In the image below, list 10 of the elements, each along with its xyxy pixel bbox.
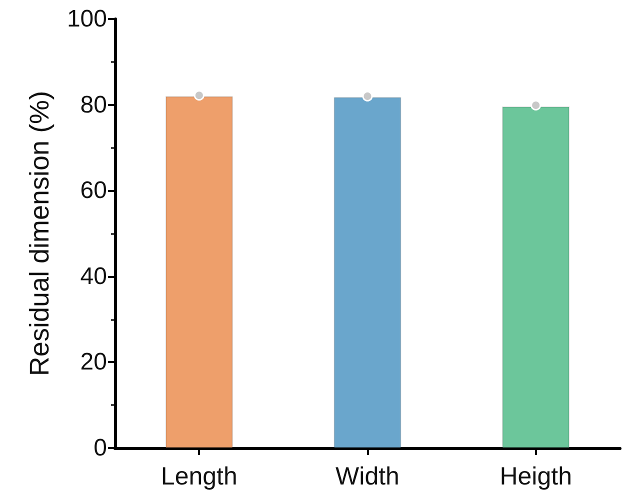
y-tick-label: 60 — [80, 177, 107, 204]
y-tick-label: 20 — [80, 348, 107, 376]
y-tick-label: 100 — [66, 6, 107, 32]
y-tick-label: 80 — [80, 91, 107, 118]
y-tick-label: 40 — [80, 262, 107, 290]
x-tick-label: Heigth — [500, 462, 572, 490]
y-tick-label: 0 — [94, 434, 107, 462]
y-axis-title: Residual dimension (%) — [24, 90, 54, 376]
x-tick-label: Width — [336, 462, 400, 490]
x-tick-label: Length — [160, 462, 238, 490]
